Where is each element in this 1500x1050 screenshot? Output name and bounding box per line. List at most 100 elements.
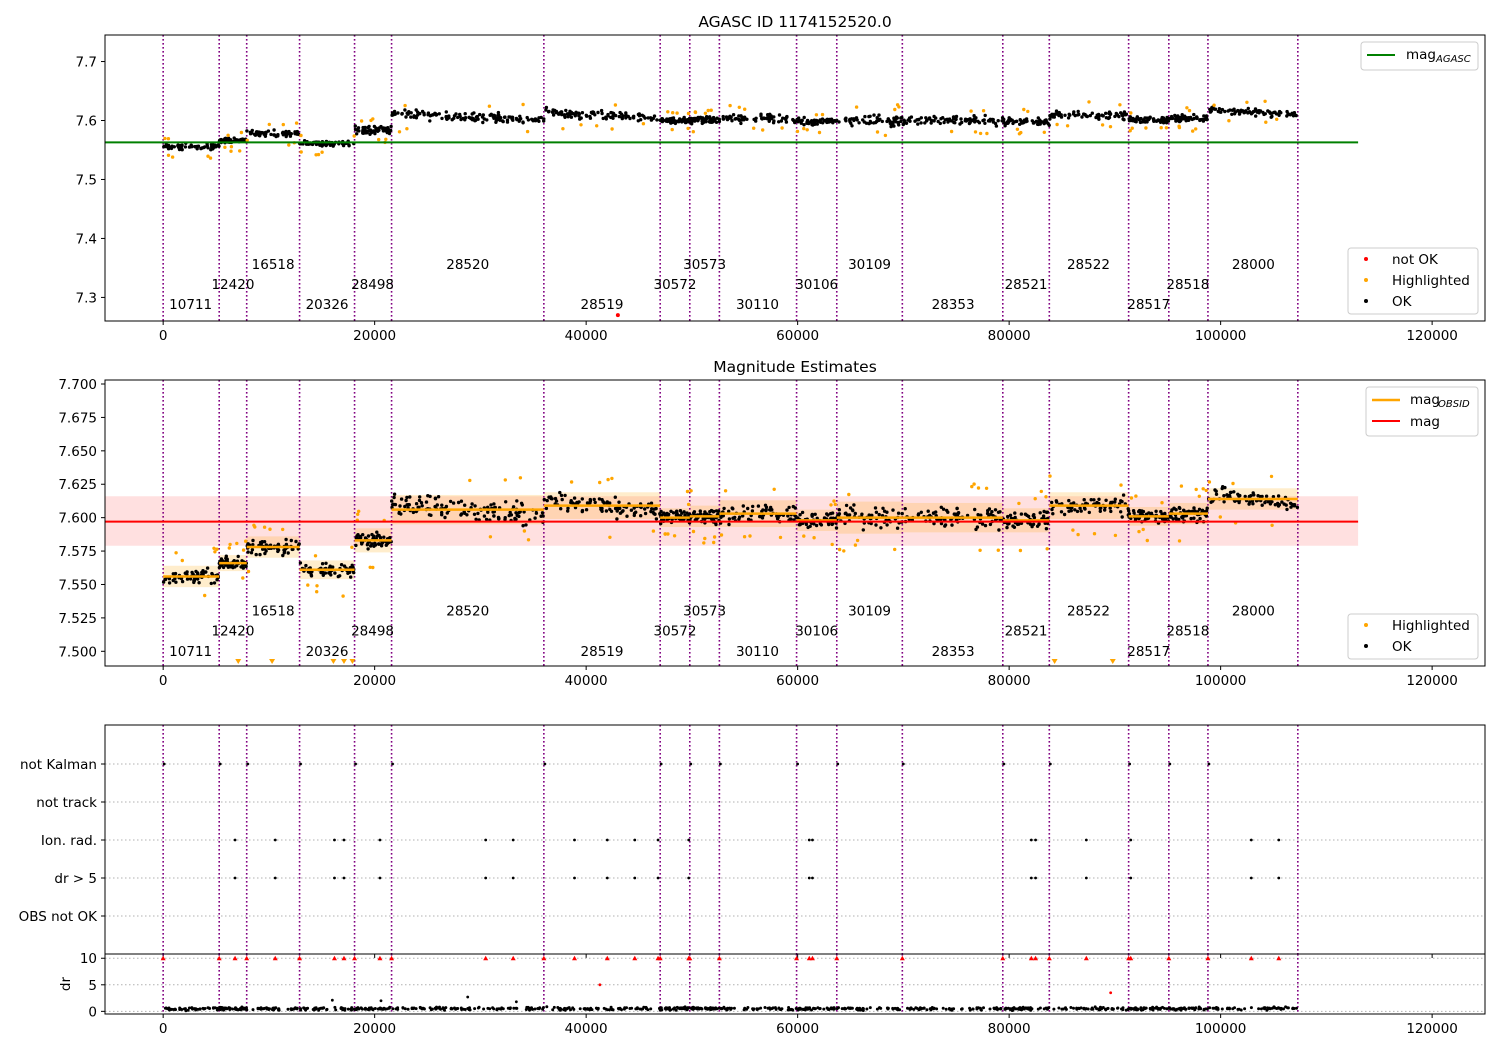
dr-point bbox=[1082, 1007, 1086, 1011]
ok-point bbox=[872, 113, 876, 117]
ok-point bbox=[392, 495, 396, 500]
ok-point bbox=[892, 117, 896, 122]
ok-point bbox=[407, 111, 411, 115]
ok-point bbox=[475, 114, 479, 119]
ok-point bbox=[199, 146, 203, 151]
ok-point bbox=[1192, 506, 1196, 510]
ok-point bbox=[420, 504, 424, 508]
ok-point bbox=[234, 138, 238, 142]
highlighted-point bbox=[166, 153, 171, 157]
dr-clipped-marker bbox=[1128, 955, 1134, 961]
highlighted-point bbox=[241, 576, 245, 580]
highlighted-point bbox=[1269, 474, 1274, 479]
dr-point bbox=[756, 1007, 760, 1011]
ok-point bbox=[491, 510, 495, 514]
ok-point bbox=[284, 131, 288, 136]
ok-point bbox=[654, 506, 658, 511]
ok-point bbox=[1146, 117, 1150, 122]
ok-point bbox=[355, 132, 359, 136]
highlighted-point bbox=[569, 480, 574, 484]
highlighted-point bbox=[969, 109, 973, 113]
flag-point bbox=[633, 876, 637, 880]
ok-point bbox=[1177, 505, 1182, 510]
obsid-label: 28498 bbox=[351, 624, 394, 640]
ok-point bbox=[983, 523, 988, 528]
ok-point bbox=[1226, 109, 1230, 113]
highlighted-point bbox=[693, 110, 698, 115]
ok-point bbox=[357, 129, 361, 133]
ok-point bbox=[319, 570, 323, 575]
ok-point bbox=[830, 511, 835, 515]
dr-outlier-point bbox=[379, 999, 383, 1003]
highlighted-point bbox=[1145, 538, 1150, 543]
highlighted-point bbox=[978, 131, 983, 136]
ok-point bbox=[968, 120, 972, 125]
dr-point bbox=[360, 1007, 364, 1011]
dr-point bbox=[350, 1006, 354, 1010]
ok-point bbox=[1109, 500, 1113, 505]
dr-clipped-marker bbox=[1166, 955, 1172, 961]
ok-point bbox=[1175, 116, 1180, 120]
highlighted-point bbox=[1087, 100, 1091, 104]
ok-point bbox=[737, 114, 741, 118]
ok-point bbox=[517, 514, 521, 519]
ok-point bbox=[941, 507, 946, 511]
ok-point bbox=[373, 131, 377, 136]
ok-point bbox=[522, 510, 526, 514]
highlighted-point bbox=[357, 509, 361, 513]
highlighted-point bbox=[239, 130, 244, 135]
ok-point bbox=[404, 115, 408, 119]
ok-point bbox=[412, 115, 416, 119]
ok-point bbox=[563, 493, 567, 498]
ok-point bbox=[298, 561, 303, 565]
obsid-label: 30106 bbox=[795, 277, 838, 293]
ok-point bbox=[454, 112, 458, 116]
ok-point bbox=[355, 534, 359, 538]
ok-point bbox=[601, 116, 605, 121]
ok-point bbox=[875, 119, 879, 124]
dr-point bbox=[1249, 1006, 1253, 1010]
dr-clipped-marker bbox=[160, 955, 166, 961]
ok-point bbox=[711, 120, 715, 124]
highlighted-point bbox=[671, 111, 675, 115]
obsid-label: 30573 bbox=[683, 603, 726, 619]
ok-point bbox=[677, 120, 681, 124]
ok-point bbox=[229, 563, 233, 567]
dr-point bbox=[732, 1006, 736, 1010]
ok-point bbox=[383, 128, 388, 132]
ok-point bbox=[524, 523, 528, 527]
ok-point bbox=[784, 120, 789, 124]
ok-point bbox=[1104, 498, 1108, 502]
highlighted-point bbox=[1207, 480, 1212, 484]
ok-point bbox=[873, 506, 878, 510]
ok-point bbox=[428, 494, 432, 499]
highlighted-point bbox=[229, 145, 234, 149]
ok-point bbox=[440, 116, 444, 121]
dr-point bbox=[835, 1007, 839, 1011]
highlighted-point bbox=[984, 486, 989, 490]
ok-point bbox=[409, 115, 413, 119]
ok-point bbox=[517, 118, 522, 122]
ok-point bbox=[1095, 500, 1099, 505]
highlighted-point bbox=[778, 535, 783, 540]
ok-point bbox=[163, 144, 168, 148]
ok-point bbox=[1050, 507, 1054, 512]
ok-point bbox=[422, 111, 426, 115]
ok-point bbox=[1145, 120, 1149, 124]
flag-point bbox=[1249, 876, 1253, 880]
dr-point bbox=[388, 1005, 392, 1009]
ok-point bbox=[700, 117, 704, 121]
obsid-label: 28353 bbox=[932, 297, 975, 313]
dr-point bbox=[410, 1006, 414, 1010]
dr-point bbox=[1136, 1008, 1140, 1011]
ok-point bbox=[896, 121, 900, 126]
ok-point bbox=[1090, 111, 1095, 115]
flag-point bbox=[233, 876, 237, 880]
ok-point bbox=[593, 113, 597, 117]
ok-point bbox=[1117, 114, 1121, 119]
flag-point bbox=[687, 876, 691, 880]
highlighted-point bbox=[487, 104, 492, 108]
highlighted-point bbox=[1129, 496, 1134, 500]
flag-point bbox=[605, 838, 609, 842]
ok-point bbox=[1120, 113, 1124, 117]
